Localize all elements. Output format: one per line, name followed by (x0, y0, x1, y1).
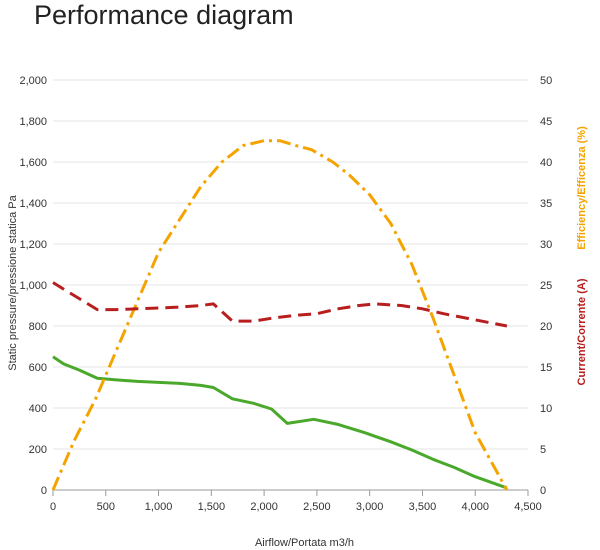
y-tick-label: 1,800 (19, 116, 47, 128)
series-lines (51, 139, 509, 491)
page-title: Performance diagram (34, 0, 294, 30)
y-tick-label: 0 (41, 485, 47, 497)
x-tick-label: 2,000 (250, 501, 278, 513)
y-tick-label: 2,000 (19, 75, 47, 87)
y2-tick-label: 45 (540, 116, 552, 128)
y2-tick-label: 40 (540, 157, 552, 169)
x-tick-label: 3,500 (409, 501, 437, 513)
y2-tick-label: 50 (540, 75, 552, 87)
y2-tick-label: 0 (540, 485, 546, 497)
x-tick-label: 4,000 (461, 501, 489, 513)
tick-labels: 0 500 1,000 1,500 2,000 2,500 3,000 3,500 4,000 4… (19, 75, 552, 513)
x-tick-label: 3,000 (356, 501, 384, 513)
y-tick-label: 800 (29, 321, 47, 333)
y-tick-label: 200 (29, 444, 47, 456)
grid-lines (53, 79, 528, 491)
current-axis-title: Current/Corrente (A) (576, 278, 588, 385)
x-tick-label: 1,500 (198, 501, 226, 513)
y2-tick-label: 20 (540, 321, 552, 333)
pressure-series-line (52, 355, 508, 490)
y2-tick-label: 10 (540, 403, 552, 415)
y2-tick-label: 30 (540, 239, 552, 251)
x-tick-label: 500 (97, 501, 115, 513)
y-tick-label: 1,000 (19, 280, 47, 292)
x-tick-label: 4,500 (514, 501, 542, 513)
efficiency-axis-title: Efficiency/Efficenza (%) (576, 126, 588, 250)
y2-tick-label: 15 (540, 362, 552, 374)
y-axis-title: Static pressure/pressione statica Pa (7, 194, 19, 370)
x-tick-label: 2,500 (303, 501, 331, 513)
y2-tick-label: 25 (540, 280, 552, 292)
y2-tick-label: 35 (540, 198, 552, 210)
x-tick-label: 1,000 (145, 501, 173, 513)
x-tick-label: 0 (50, 501, 56, 513)
y-tick-label: 400 (29, 403, 47, 415)
y-tick-label: 1,600 (19, 157, 47, 169)
y-tick-label: 1,200 (19, 239, 47, 251)
x-axis-title: Airflow/Portata m3/h (255, 537, 354, 549)
y-tick-label: 600 (29, 362, 47, 374)
axes (52, 489, 529, 496)
efficiency-series-line (51, 139, 509, 491)
y-tick-label: 1,400 (19, 198, 47, 210)
y2-tick-label: 5 (540, 444, 546, 456)
current-series-line (52, 281, 508, 328)
